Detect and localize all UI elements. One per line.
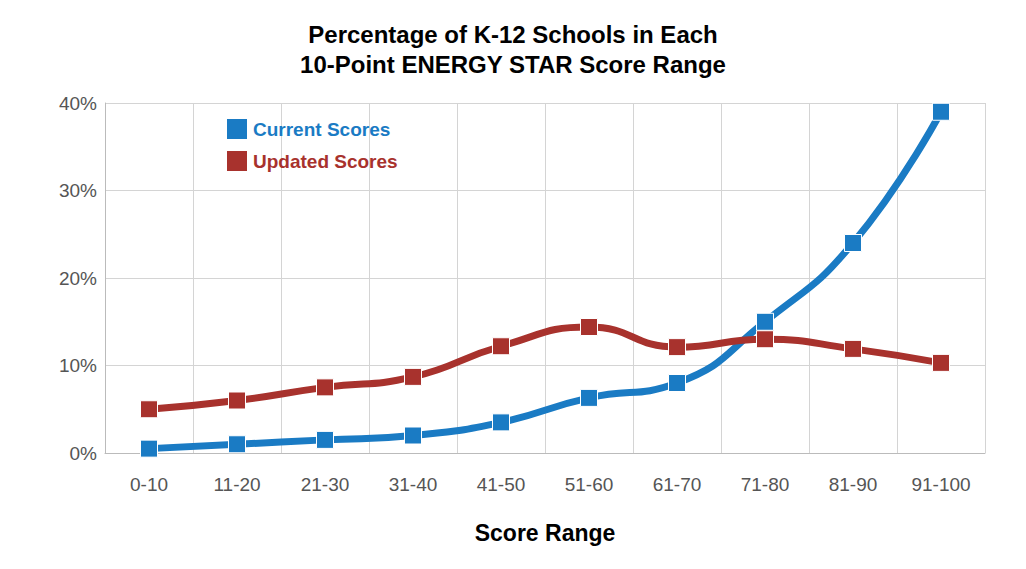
svg-text:10-Point ENERGY STAR Score Ran: 10-Point ENERGY STAR Score Range [300, 51, 726, 78]
svg-text:10%: 10% [59, 355, 97, 376]
svg-text:Updated Scores: Updated Scores [253, 151, 398, 172]
svg-text:11-20: 11-20 [213, 474, 260, 495]
svg-text:0%: 0% [70, 443, 98, 464]
svg-text:81-90: 81-90 [829, 474, 878, 495]
svg-text:71-80: 71-80 [741, 474, 790, 495]
svg-text:91-100: 91-100 [911, 474, 970, 495]
svg-text:41-50: 41-50 [477, 474, 526, 495]
svg-text:61-70: 61-70 [653, 474, 702, 495]
svg-text:Current Scores: Current Scores [253, 119, 390, 140]
svg-text:0-10: 0-10 [130, 474, 168, 495]
svg-text:40%: 40% [59, 93, 97, 114]
svg-text:20%: 20% [59, 268, 97, 289]
svg-text:21-30: 21-30 [301, 474, 350, 495]
svg-text:Percentage of K-12 Schools in: Percentage of K-12 Schools in Each [308, 21, 717, 48]
svg-text:30%: 30% [59, 180, 97, 201]
svg-text:51-60: 51-60 [565, 474, 614, 495]
svg-text:31-40: 31-40 [389, 474, 438, 495]
svg-text:Score Range: Score Range [475, 520, 616, 546]
